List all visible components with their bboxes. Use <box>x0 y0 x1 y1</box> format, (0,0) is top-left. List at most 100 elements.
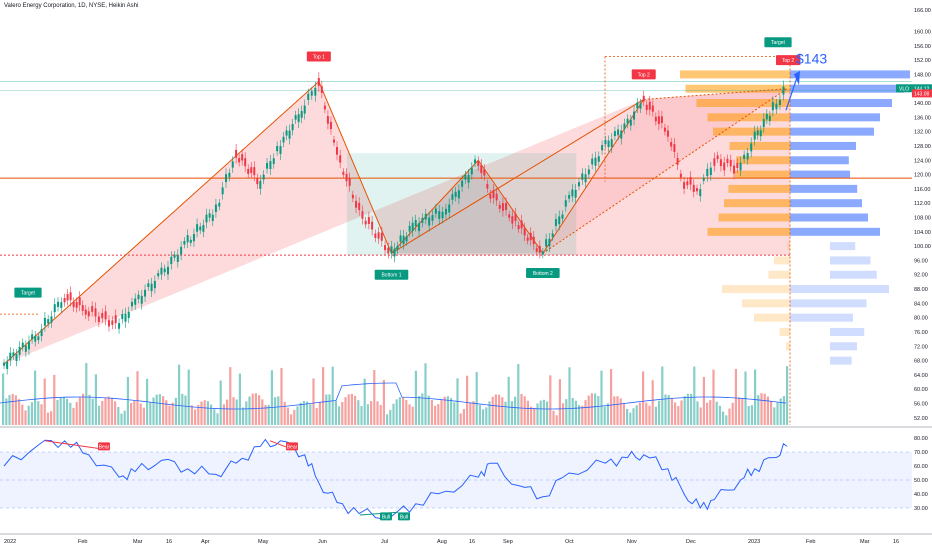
price-tick-label: 80.00 <box>914 316 928 322</box>
candle <box>390 246 393 254</box>
volume-bar <box>75 402 78 425</box>
candle <box>733 165 736 174</box>
volume-bar <box>302 400 305 425</box>
candle <box>231 161 234 168</box>
candle <box>492 190 495 198</box>
candle <box>166 266 169 275</box>
volume-bar <box>30 402 33 425</box>
volume-bar <box>389 409 392 425</box>
volume-bar <box>264 405 267 425</box>
candle <box>6 361 9 369</box>
volume-profile-bar <box>707 113 790 122</box>
volume-bar <box>485 407 488 425</box>
pattern-label-badge <box>526 267 560 278</box>
volume-bar <box>597 396 600 425</box>
volume-bar <box>53 374 56 425</box>
volume-bar <box>738 397 741 425</box>
projection-arrow <box>785 74 799 111</box>
candle <box>782 86 785 95</box>
x-tick-label: 2022 <box>4 539 16 545</box>
volume-bar <box>283 401 286 425</box>
candle <box>21 342 24 348</box>
volume-bar <box>613 396 616 425</box>
candle <box>657 116 660 125</box>
candle <box>358 202 361 211</box>
candle <box>97 316 100 323</box>
volume-bar <box>462 409 465 425</box>
candle <box>676 158 679 165</box>
candle <box>451 194 454 200</box>
volume-profile-bar <box>790 127 874 136</box>
candle <box>654 116 657 122</box>
volume-bar <box>181 393 184 425</box>
rsi-tick-label: 60.00 <box>914 464 928 470</box>
candle <box>307 93 310 100</box>
candle <box>118 323 121 329</box>
volume-bar <box>62 396 65 425</box>
volume-bar <box>91 398 94 425</box>
rsi-signal-badge <box>286 442 298 451</box>
volume-profile-bar <box>790 285 889 294</box>
volume-profile-bar <box>707 227 790 236</box>
volume-bar <box>632 408 635 425</box>
rsi-signal-label: Bull <box>400 514 408 520</box>
volume-bar <box>210 404 213 425</box>
volume-bar <box>261 399 264 425</box>
rsi-tick-label: 50.00 <box>914 478 928 484</box>
candle <box>673 144 676 152</box>
price-tick-label: 128.00 <box>914 144 931 150</box>
volume-bar <box>670 397 673 425</box>
volume-profile-bar <box>736 156 790 165</box>
candle <box>689 176 692 185</box>
candle <box>692 184 695 192</box>
volume-profile-bar <box>786 342 790 351</box>
volume-bar <box>661 366 664 425</box>
volume-bar <box>98 405 101 425</box>
price-tick-label: 52.00 <box>914 416 928 422</box>
candle <box>247 168 250 174</box>
volume-bar <box>411 406 414 425</box>
candle <box>538 245 541 253</box>
candle <box>778 99 781 105</box>
candle <box>584 174 587 183</box>
candle <box>63 297 66 303</box>
volume-bar <box>453 402 456 425</box>
candle <box>726 158 729 163</box>
volume-bar <box>162 396 165 425</box>
candle <box>221 187 224 195</box>
candle <box>604 139 607 145</box>
candle <box>124 313 127 322</box>
volume-bar <box>50 411 53 425</box>
candle <box>408 225 411 232</box>
candle <box>620 130 623 139</box>
candle <box>127 311 130 319</box>
candle <box>241 154 244 161</box>
volume-bar <box>277 396 280 425</box>
volume-bar <box>542 399 545 425</box>
volume-bar <box>187 369 190 425</box>
price-tick-label: 56.00 <box>914 402 928 408</box>
candle <box>396 245 399 250</box>
candle <box>517 225 520 230</box>
volume-bar <box>590 393 593 425</box>
x-tick-label: May <box>258 539 269 545</box>
previous-price-badge <box>912 89 932 98</box>
volume-bar <box>642 371 645 425</box>
candle <box>480 165 483 174</box>
volume-bar <box>178 364 181 425</box>
price-tick-label: 120.00 <box>914 173 931 179</box>
candle <box>561 214 564 219</box>
x-tick-label: Apr <box>201 539 210 545</box>
candle <box>532 236 535 245</box>
candle <box>183 240 186 245</box>
volume-bar <box>248 396 251 425</box>
volume-bar <box>638 402 641 425</box>
chart-title: Valero Energy Corporation, 1D, NYSE, Hei… <box>4 3 139 9</box>
volume-ma-line <box>0 382 787 410</box>
candle <box>514 213 517 222</box>
candle <box>470 167 473 175</box>
candle <box>610 139 613 148</box>
x-tick-label: Dec <box>686 539 696 545</box>
volume-bar <box>312 378 315 425</box>
volume-bar <box>507 376 510 425</box>
